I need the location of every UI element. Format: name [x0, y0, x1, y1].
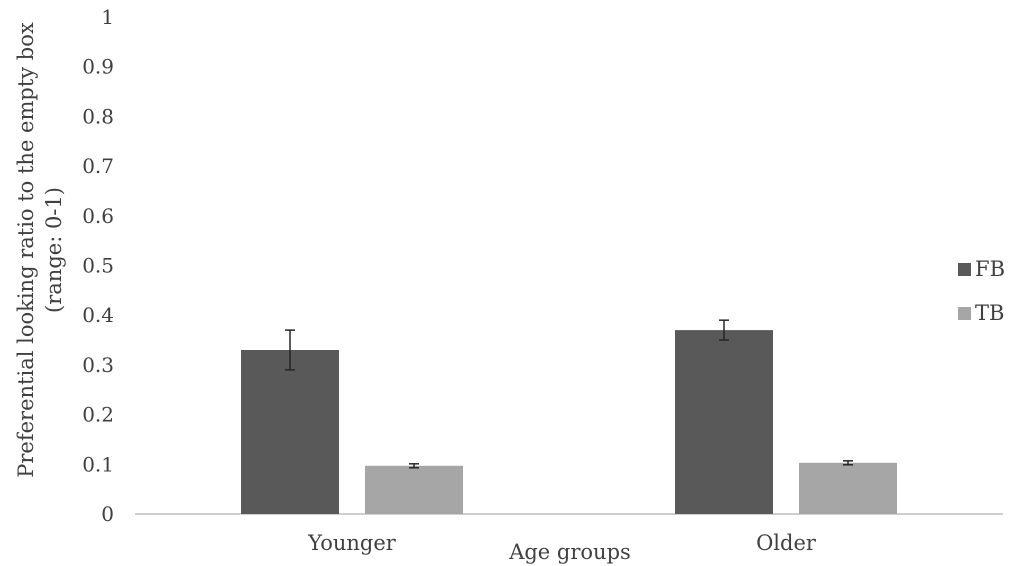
x-axis-title: Age groups [508, 540, 631, 564]
y-tick-label: 1 [101, 5, 114, 29]
x-axis-categories: Younger Older [307, 531, 817, 555]
legend-swatch-fb [958, 263, 971, 276]
legend: FB TB [958, 257, 1005, 325]
legend-swatch-tb [958, 307, 971, 320]
y-axis-ticks: 0 0.1 0.2 0.3 0.4 0.5 0.6 0.7 0.8 0.9 1 [82, 5, 114, 526]
y-axis-title-line: Preferential looking ratio to the empty … [14, 22, 38, 478]
y-tick-label: 0.2 [82, 403, 114, 427]
legend-label-fb: FB [975, 257, 1005, 281]
y-tick-label: 0.7 [82, 154, 114, 178]
x-category-label: Younger [307, 531, 397, 555]
x-category-label: Older [756, 531, 817, 555]
bar-fb-older [675, 330, 773, 514]
bar-fb-younger [241, 349, 339, 514]
y-tick-label: 0 [101, 502, 114, 526]
legend-label-tb: TB [975, 301, 1004, 325]
bars [241, 319, 897, 514]
y-tick-label: 0.6 [82, 204, 114, 228]
y-tick-label: 0.9 [82, 55, 114, 79]
bar-tb-younger [365, 465, 463, 514]
y-tick-label: 0.5 [82, 254, 114, 278]
y-tick-label: 0.4 [82, 303, 114, 327]
y-tick-label: 0.3 [82, 353, 114, 377]
y-tick-label: 0.1 [82, 452, 114, 476]
y-axis-title-line: (range: 0-1) [42, 187, 66, 313]
bar-tb-older [799, 462, 897, 514]
y-tick-label: 0.8 [82, 104, 114, 128]
y-axis-title: Preferential looking ratio to the empty … [14, 22, 66, 478]
